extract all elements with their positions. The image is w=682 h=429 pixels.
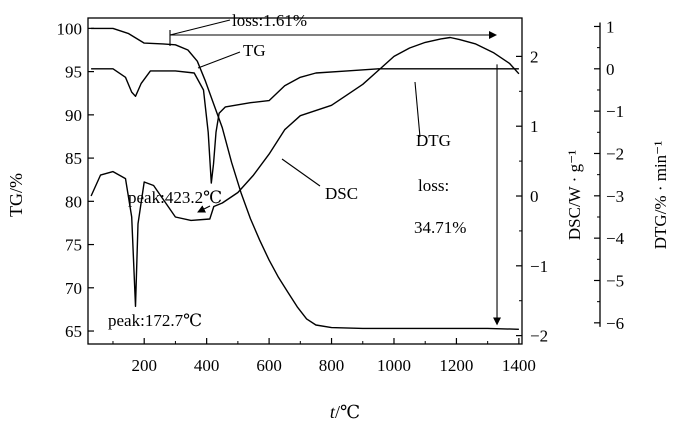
label-loss-1: loss:1.61% [232, 11, 307, 30]
label-dtg: DTG [416, 131, 451, 150]
dtg-tick-label: 1 [606, 17, 615, 36]
dtg-tick-label: −5 [606, 271, 624, 290]
series-dtg-line [91, 68, 519, 184]
tg-tick-label: 80 [65, 192, 82, 211]
x-tick-label: 1400 [502, 356, 536, 375]
tg-tick-label: 90 [65, 106, 82, 125]
loss-1-leader [169, 19, 231, 36]
dtg-tick-label: −3 [606, 187, 624, 206]
x-tick-label: 1000 [377, 356, 411, 375]
dtg-axis-label: DTG/% · min⁻¹ [651, 141, 670, 250]
dtg-tick-label: 0 [606, 60, 615, 79]
label-dsc: DSC [325, 184, 358, 203]
label-tg: TG [243, 41, 266, 60]
dtg-tick-label: −2 [606, 144, 624, 163]
series-tg-line [91, 27, 519, 330]
tg-tick-label: 75 [65, 236, 82, 255]
tg-tick-label: 95 [65, 63, 82, 82]
dtg-tick-label: −4 [606, 229, 625, 248]
annotations-group: TG DTG DSC loss:1.61% loss: 34.71% peak:… [6, 11, 670, 422]
x-tick-label: 1200 [439, 356, 473, 375]
dsc-leader [281, 158, 321, 187]
tg-tick-label: 85 [65, 149, 82, 168]
x-tick-label: 600 [256, 356, 282, 375]
dsc-tick-label: 0 [530, 187, 539, 206]
label-peak-423: peak:423.2℃ [128, 188, 222, 207]
x-tick-label: 200 [131, 356, 157, 375]
dtg-tick-label: −6 [606, 314, 624, 333]
plot-frame [87, 17, 523, 345]
tg-tick-label: 70 [65, 279, 82, 298]
dtg-leader [414, 81, 421, 138]
tg-tick-label: 65 [65, 322, 82, 341]
dsc-tick-label: 1 [530, 117, 539, 136]
label-loss-2b: 34.71% [414, 218, 466, 237]
series-group [90, 27, 520, 330]
tg-axis-label: TG/% [6, 173, 26, 217]
dsc-tick-label: −2 [530, 327, 548, 346]
axes-group: 200 400 600 800 1000 1200 14006570758085909510… [57, 17, 625, 375]
x-axis-label: t/℃ [330, 402, 360, 422]
dsc-tick-label: −1 [530, 257, 548, 276]
tg-leader [197, 51, 241, 69]
series-dsc-line [90, 36, 520, 307]
label-loss-2a: loss: [418, 176, 449, 195]
dtg-tick-label: −1 [606, 102, 624, 121]
dsc-tick-label: 2 [530, 47, 539, 66]
peak-423-leader [197, 205, 211, 213]
label-peak-172: peak:172.7℃ [108, 311, 202, 330]
tg-tick-label: 100 [57, 19, 83, 38]
dsc-axis-label: DSC/W · g⁻¹ [565, 150, 584, 240]
x-tick-label: 400 [194, 356, 220, 375]
x-tick-label: 800 [319, 356, 345, 375]
